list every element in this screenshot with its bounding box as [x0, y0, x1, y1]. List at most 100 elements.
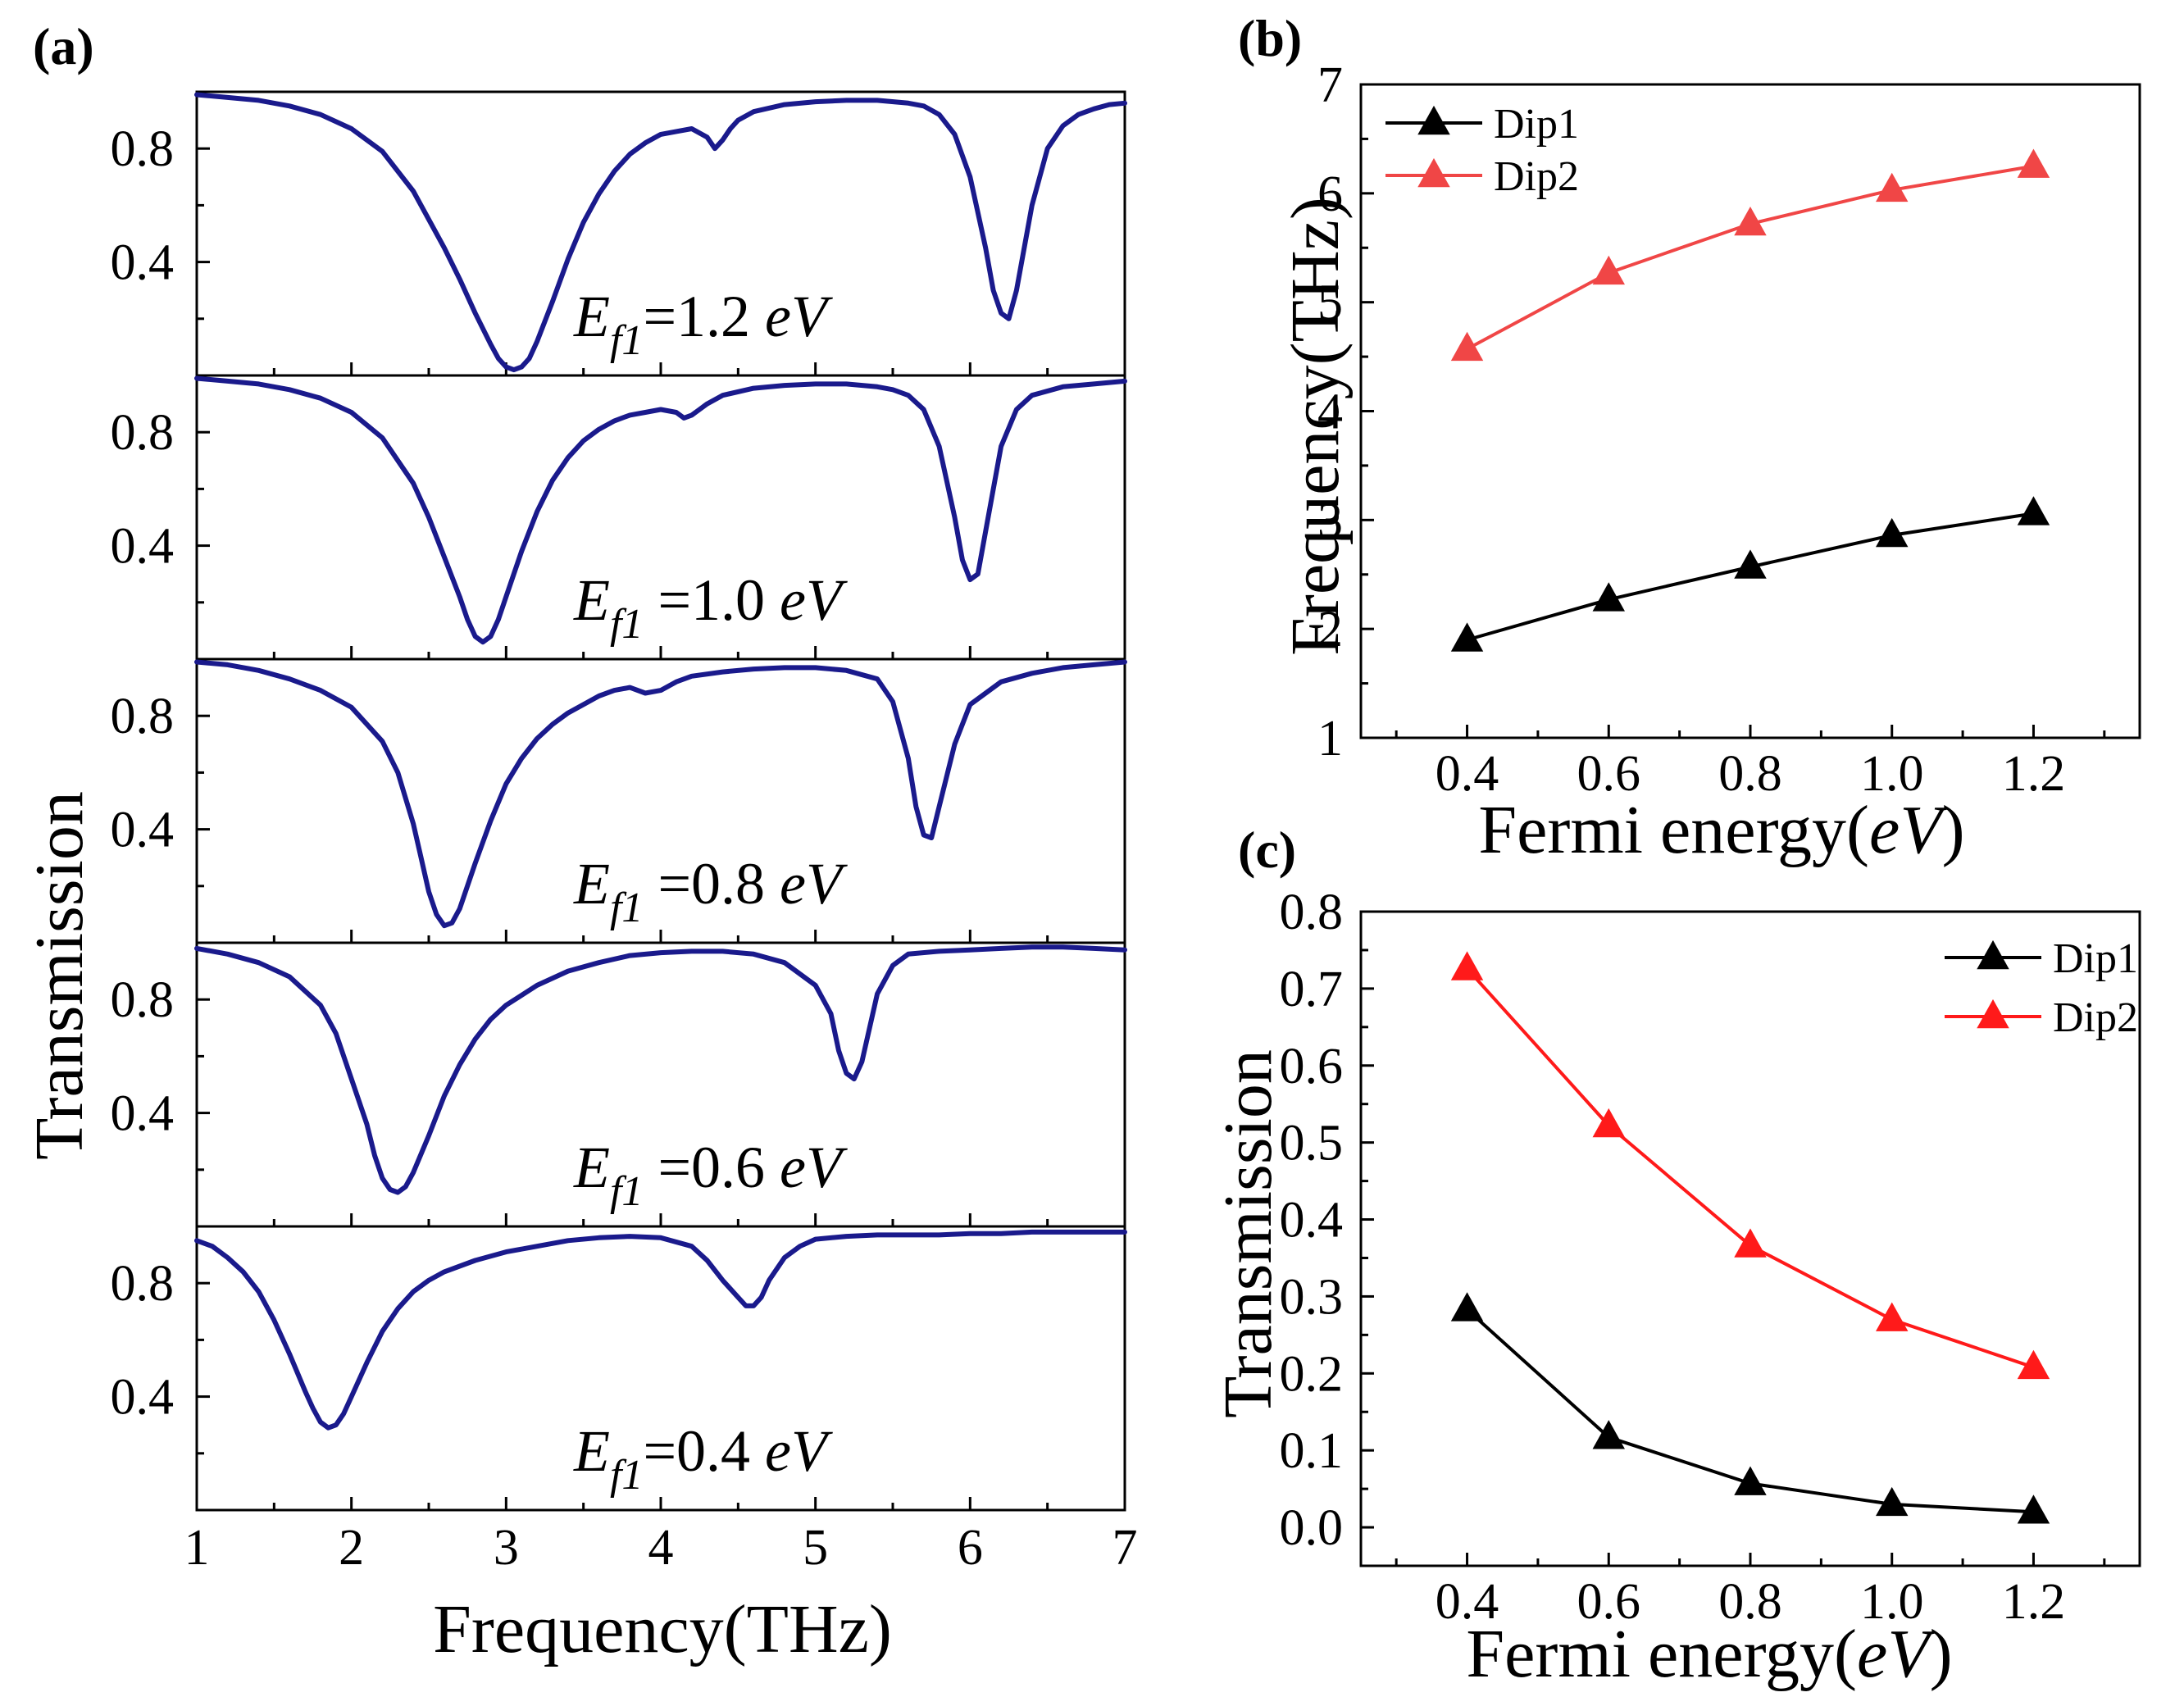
panel-b-label: (b)	[1238, 9, 1302, 67]
annotation-symbol: E	[573, 851, 610, 917]
transmission-curve	[194, 375, 1127, 645]
y-tick-label: 4	[1317, 384, 1343, 440]
y-tick-label: 0.1	[1280, 1423, 1344, 1479]
data-point-dip2	[1592, 1108, 1625, 1138]
annotation-unit: eV	[765, 284, 833, 349]
data-point-dip1	[1876, 1486, 1909, 1517]
data-point-dip1	[1734, 549, 1767, 579]
x-tick-label: 4	[648, 1520, 674, 1576]
transmission-curve	[194, 659, 1127, 929]
fermi-energy-annotation: Ef1=0.4 eV	[573, 1418, 833, 1499]
subplot-2: 0.4 0.8 Ef1 =1.0 eV	[111, 374, 1127, 661]
y-tick-label: 0.4	[111, 803, 175, 858]
y-tick-label: 0.7	[1280, 962, 1344, 1017]
y-tick-label: 0.8	[111, 972, 175, 1028]
annotation-value: =1.2	[643, 284, 765, 349]
legend-marker	[1977, 939, 2009, 970]
annotation-symbol: E	[573, 1135, 610, 1200]
panel-c-x-axis-title-text: Fermi energy(	[1466, 1616, 1857, 1692]
y-tick-label: 0.3	[1280, 1269, 1344, 1325]
data-point-dip1	[1734, 1466, 1767, 1495]
data-point-dip1	[2017, 1494, 2050, 1524]
x-tick-label: 0.6	[1577, 746, 1641, 802]
y-tick-label: 3	[1317, 493, 1343, 548]
legend-marker	[1417, 105, 1450, 135]
annotation-subscript: f1	[610, 1168, 643, 1215]
series-dip2	[1450, 951, 2050, 1380]
annotation-symbol: E	[573, 567, 610, 633]
annotation-unit: eV	[765, 1418, 833, 1484]
y-tick-label: 2	[1317, 602, 1343, 657]
y-tick-label: 0.8	[111, 405, 175, 461]
data-point-dip2	[1450, 331, 1484, 362]
subplot-3: 0.4 0.8 Ef1 =0.8 eV	[111, 657, 1127, 944]
legend-label: Dip2	[2053, 994, 2138, 1041]
panel-c-x-axis-title: Fermi energy(eV)	[1466, 1616, 1952, 1692]
data-point-dip1	[1876, 517, 1909, 548]
x-tick-label: 1.0	[1860, 746, 1924, 802]
panel-c-label: (c)	[1238, 821, 1296, 879]
x-tick-label: 0.6	[1577, 1574, 1641, 1630]
x-tick-label: 0.8	[1718, 746, 1782, 802]
y-tick-label: 0.4	[111, 519, 175, 575]
data-point-dip1	[2017, 496, 2050, 525]
panel-a-x-axis-title: Frequency(THz)	[433, 1591, 892, 1667]
annotation-subscript: f1	[610, 885, 643, 931]
y-tick-label: 0.4	[111, 235, 175, 291]
annotation-symbol: E	[573, 284, 610, 349]
y-tick-label: 0.5	[1280, 1116, 1344, 1171]
y-tick-label: 0.2	[1280, 1346, 1344, 1402]
y-tick-label: 0.8	[111, 689, 175, 744]
legend-label: Dip1	[1494, 101, 1579, 148]
x-tick-label: 5	[803, 1520, 828, 1576]
annotation-subscript: f1	[610, 317, 643, 364]
annotation-unit: eV	[780, 851, 848, 917]
series-dip1	[1450, 1292, 2050, 1524]
panel-b-x-axis-title-close: )	[1942, 792, 1965, 868]
annotation-value: =0.4	[643, 1418, 765, 1484]
data-point-dip1	[1450, 622, 1484, 652]
series-line	[1466, 967, 2035, 1369]
x-tick-label: 2	[339, 1520, 364, 1576]
series-dip2	[1450, 148, 2050, 362]
fermi-energy-annotation: Ef1 =0.6 eV	[573, 1135, 848, 1215]
legend-label: Dip2	[1494, 153, 1579, 200]
data-point-dip1	[1450, 1292, 1484, 1322]
data-point-dip2	[1734, 206, 1767, 236]
subplot-5: 0.4 0.8 Ef1=0.4 eV	[111, 1225, 1127, 1512]
transmission-curve	[194, 1229, 1127, 1431]
y-tick-label: 7	[1317, 57, 1343, 113]
x-tick-label: 0.4	[1436, 1574, 1499, 1630]
annotation-symbol: E	[573, 1418, 610, 1484]
legend-marker	[1417, 157, 1450, 188]
annotation-value: =1.0	[643, 567, 780, 633]
y-tick-label: 5	[1317, 275, 1343, 331]
annotation-subscript: f1	[610, 1452, 643, 1499]
data-point-dip2	[2017, 148, 2050, 178]
data-point-dip2	[1876, 1302, 1909, 1331]
data-point-dip2	[2017, 1349, 2050, 1380]
y-tick-label: 6	[1317, 166, 1343, 222]
x-tick-label: 0.8	[1718, 1574, 1782, 1630]
annotation-subscript: f1	[610, 601, 643, 648]
subplot-4: 0.4 0.8 Ef1 =0.6 eV	[111, 941, 1127, 1228]
x-tick-label: 7	[1112, 1520, 1138, 1576]
y-tick-label: 0.8	[111, 121, 175, 177]
panel-a-label: (a)	[33, 17, 94, 75]
y-tick-label: 1	[1317, 711, 1343, 767]
y-tick-label: 0.4	[111, 1370, 175, 1426]
data-point-dip2	[1876, 172, 1909, 202]
series-dip1	[1450, 496, 2050, 652]
transmission-curve	[194, 92, 1127, 373]
annotation-unit: eV	[780, 567, 848, 633]
plot-frame	[1359, 83, 2141, 739]
fermi-energy-annotation: Ef1=1.2 eV	[573, 284, 833, 364]
subplot-1: 0.4 0.8 Ef1=1.2 eV	[111, 90, 1127, 377]
fermi-energy-annotation: Ef1 =0.8 eV	[573, 851, 848, 931]
y-tick-label: 0.4	[1280, 1193, 1344, 1249]
fermi-energy-annotation: Ef1 =1.0 eV	[573, 567, 848, 648]
data-point-dip2	[1734, 1228, 1767, 1258]
y-tick-label: 0.4	[111, 1086, 175, 1142]
x-tick-label: 1.2	[2002, 1574, 2066, 1630]
y-tick-label: 0.0	[1280, 1500, 1344, 1556]
